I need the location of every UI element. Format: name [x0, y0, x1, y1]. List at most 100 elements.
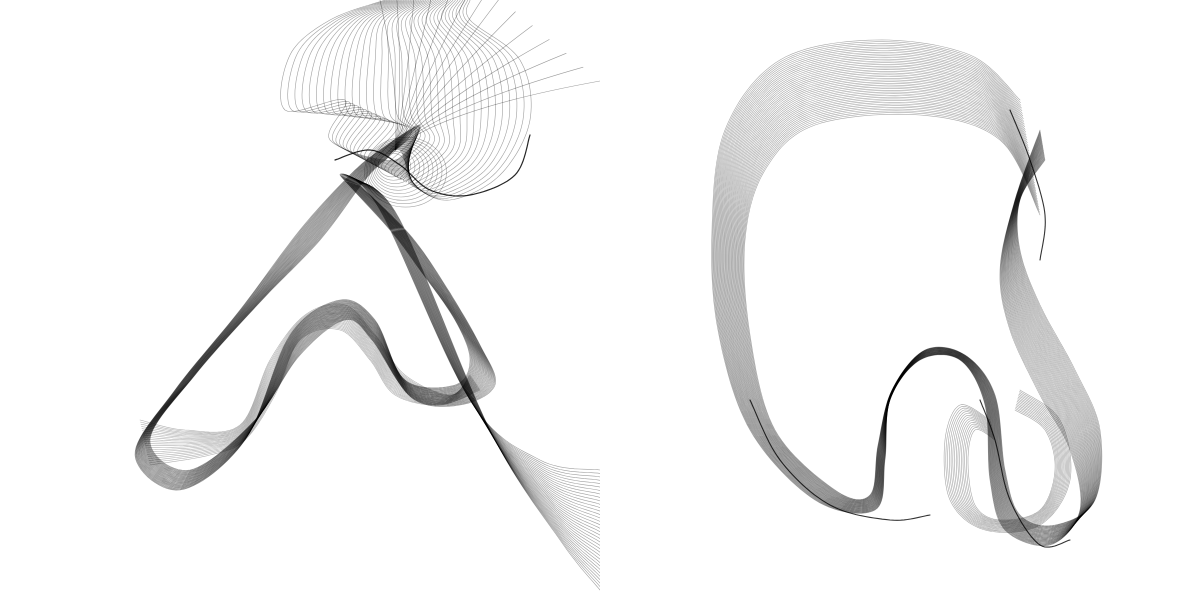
left-wave-strand	[143, 313, 475, 441]
right-ribbon-strand	[743, 112, 1102, 527]
left-ribbon-strand	[145, 0, 600, 560]
right-ribbon-strand	[715, 48, 1084, 544]
left-knot-loop	[376, 151, 411, 181]
right-ribbon-strand	[742, 110, 1101, 527]
left-knot-loop	[365, 138, 443, 204]
right-inner-loop-strand	[961, 404, 1060, 524]
left-wave-strand	[141, 308, 473, 436]
left-knot-loop	[370, 144, 429, 194]
left-wave-strand	[149, 327, 480, 464]
left-wave-strand	[139, 303, 471, 433]
right-accent-strand	[1009, 109, 1046, 261]
right-ribbon-strand	[712, 41, 1082, 546]
right-ribbon-strand	[718, 55, 1085, 542]
left-ribbon-strand	[139, 0, 600, 505]
left-knot-loop	[371, 145, 425, 191]
left-wave-strand	[140, 304, 471, 434]
right-ribbon-strand	[727, 78, 1091, 536]
left-wave-strand	[144, 314, 475, 442]
left-ribbon-group	[134, 0, 600, 591]
left-knot-loops	[364, 137, 447, 208]
left-ribbon-strand	[148, 0, 600, 584]
right-inner-loop-strand	[962, 405, 1059, 523]
left-ribbon-strand	[135, 0, 600, 490]
left-ribbon-strand	[138, 0, 600, 498]
left-ribbon-strand	[140, 0, 600, 515]
right-inner-loop-strand	[950, 395, 1067, 529]
left-fan-strand	[394, 0, 432, 151]
right-line-art-svg	[711, 39, 1103, 548]
right-ribbon-strand	[713, 44, 1083, 545]
right-inner-loop-strand	[943, 389, 1072, 533]
left-ribbon-strand	[139, 0, 600, 508]
left-knot-loop	[373, 147, 420, 188]
right-accent-strand	[979, 399, 1071, 548]
right-ribbon-strand	[736, 96, 1097, 531]
left-wave-strand	[142, 309, 473, 437]
left-fan-strand	[394, 25, 533, 151]
right-ribbon-group	[711, 39, 1103, 547]
left-wave-strand	[144, 315, 476, 443]
left-knot-loop	[367, 140, 438, 201]
right-ribbon-strand	[741, 108, 1101, 528]
left-ribbon-strand	[137, 0, 600, 491]
right-inner-loop-strand	[959, 402, 1061, 525]
left-fan-strand	[394, 66, 584, 151]
right-ribbon-strand	[734, 93, 1096, 532]
right-ribbon-strand	[735, 95, 1096, 532]
left-ribbon-strand	[147, 0, 600, 574]
left-fan-strand	[394, 53, 567, 151]
left-wave-strand	[140, 305, 472, 435]
left-fan-group	[379, 0, 600, 151]
right-ribbon-strand	[739, 105, 1100, 529]
left-ribbon-strand	[136, 0, 600, 489]
right-inner-loop-strand	[966, 408, 1057, 522]
left-ribbon-strand	[148, 0, 600, 580]
right-ribbon-strand	[730, 84, 1093, 534]
left-ribbon-strand	[143, 0, 600, 543]
left-ribbon-strand	[138, 0, 600, 502]
left-ribbon-strand	[141, 0, 600, 522]
right-ribbon-strand	[743, 113, 1103, 527]
left-ribbon-strand	[142, 0, 600, 529]
left-ribbon-strand	[145, 0, 600, 553]
right-inner-loop-strand	[957, 401, 1063, 526]
right-inner-loop-strand	[967, 409, 1056, 521]
left-wave-group	[139, 303, 481, 466]
left-ribbon-strand	[139, 0, 600, 512]
right-ribbon-strand	[723, 67, 1089, 539]
left-ribbon-strand	[142, 0, 600, 536]
left-ribbon-strand	[147, 0, 600, 570]
left-ribbon-strand	[145, 0, 600, 556]
right-ribbon-strand	[722, 65, 1088, 540]
right-ribbon-strand	[732, 88, 1094, 534]
left-wave-strand	[148, 324, 479, 459]
right-ribbon-strand	[715, 50, 1084, 544]
left-ribbon-strand	[149, 0, 600, 587]
right-ribbon-strand	[719, 58, 1086, 541]
left-knot-loop	[374, 149, 416, 184]
right-inner-loop-strand	[947, 392, 1069, 531]
left-ribbon-strand	[148, 0, 600, 577]
left-fan-strand	[394, 11, 516, 151]
right-ribbon-strand	[737, 100, 1098, 530]
right-inner-loop-strand	[949, 394, 1068, 530]
left-wave-strand	[146, 320, 477, 451]
left-ribbon-strand	[149, 0, 600, 591]
left-fan-strand	[379, 0, 397, 151]
left-wave-strand	[149, 328, 481, 466]
left-fan-strand	[394, 0, 400, 151]
left-ribbon-strand	[146, 0, 600, 567]
left-knot-loop	[377, 152, 407, 178]
right-ribbon-strand	[730, 83, 1093, 535]
right-ribbon-strand	[712, 43, 1082, 546]
right-accent-strand	[749, 399, 931, 521]
left-knot-loop	[368, 142, 434, 198]
right-ribbon-strand	[727, 76, 1091, 537]
right-ribbon-strand	[724, 71, 1089, 538]
left-ribbon-strand	[141, 0, 600, 526]
right-inner-loop-strand	[952, 396, 1066, 529]
right-ribbon-strand	[718, 57, 1086, 542]
left-wave-strand	[146, 321, 478, 453]
